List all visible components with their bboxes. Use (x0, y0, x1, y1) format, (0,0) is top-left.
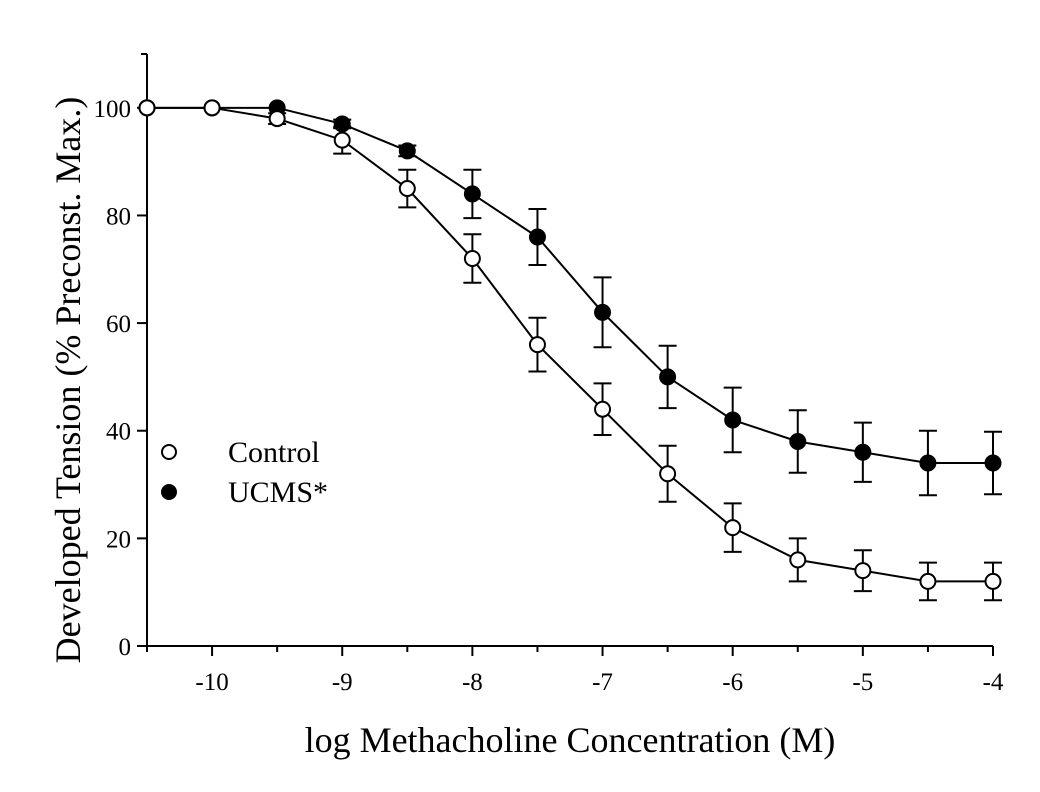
data-point-control (138, 99, 156, 117)
legend-label-ucms: UCMS* (228, 476, 328, 509)
data-point-control (984, 572, 1002, 590)
axes: -10 -9 -8 -7 -6 -5 -4 0 20 40 60 80 100 (94, 53, 1004, 696)
series-line-control (147, 106, 993, 583)
x-tick-label: -10 (195, 669, 228, 696)
data-point-control (528, 336, 546, 354)
data-point-ucms (528, 228, 546, 246)
data-point-control (594, 400, 612, 418)
data-point-ucms (984, 454, 1002, 472)
y-tick-label: 60 (106, 311, 131, 338)
data-point-ucms (789, 432, 807, 450)
data-point-ucms (594, 303, 612, 321)
y-tick-label: 40 (106, 419, 131, 446)
legend-marker-ucms (161, 484, 177, 500)
data-point-control (724, 519, 742, 537)
data-point-ucms (854, 443, 872, 461)
x-tick-label: -8 (462, 669, 483, 696)
series-line-ucms (147, 106, 993, 465)
y-tick-label: 80 (106, 203, 131, 230)
x-tick-label: -5 (852, 669, 873, 696)
legend-label-control: Control (228, 436, 320, 469)
data-point-control (398, 180, 416, 198)
x-tick-label: -9 (332, 669, 353, 696)
plot-series (138, 99, 1002, 602)
data-point-control (203, 99, 221, 117)
data-point-control (789, 551, 807, 569)
legend: Control UCMS* (161, 436, 328, 509)
data-point-control (268, 110, 286, 128)
y-tick-label: 100 (94, 96, 132, 123)
data-point-control (463, 250, 481, 268)
x-axis-title: log Methacholine Concentration (M) (305, 720, 836, 760)
data-point-control (333, 131, 351, 149)
y-axis-title: Developed Tension (% Preconst. Max.) (48, 97, 88, 664)
data-point-control (854, 562, 872, 580)
data-point-ucms (398, 142, 416, 160)
x-tick-label: -4 (983, 669, 1004, 696)
x-tick-label: -7 (592, 669, 613, 696)
data-point-ucms (724, 411, 742, 429)
y-tick-label: 20 (106, 526, 131, 553)
data-point-control (659, 465, 677, 483)
y-tick-label: 0 (119, 634, 132, 661)
data-point-ucms (659, 368, 677, 386)
legend-marker-control (161, 444, 177, 460)
x-tick-label: -6 (722, 669, 743, 696)
data-point-ucms (919, 454, 937, 472)
data-point-control (919, 572, 937, 590)
data-point-ucms (463, 185, 481, 203)
